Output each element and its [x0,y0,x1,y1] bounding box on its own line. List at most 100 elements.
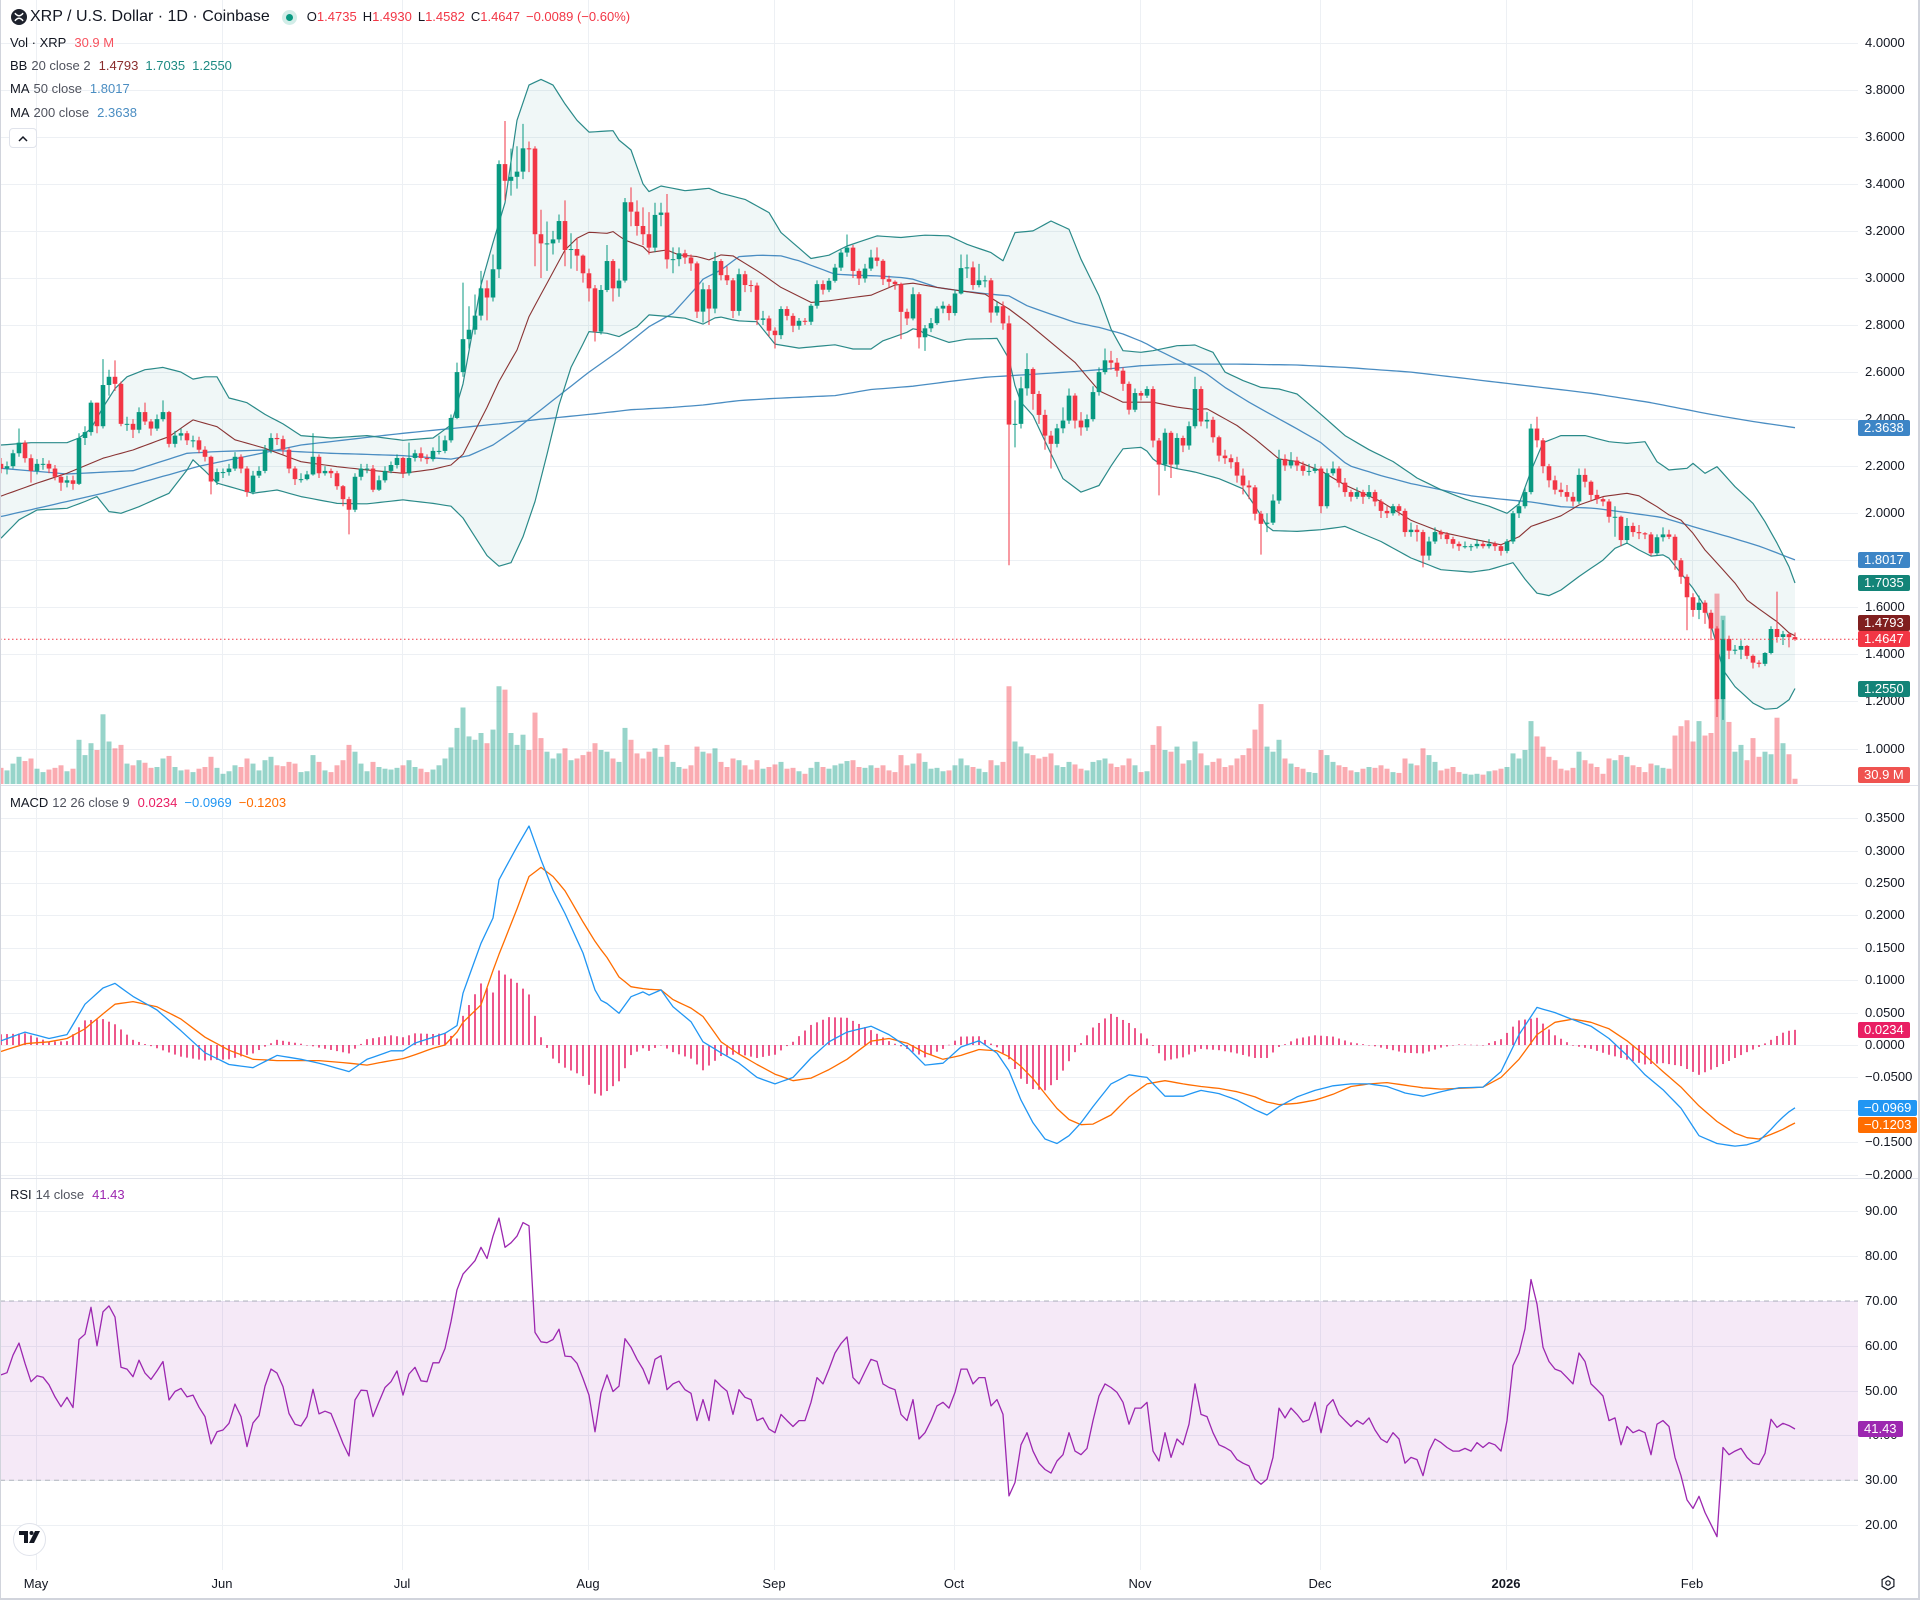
volume-bar [1642,772,1648,784]
ma50-legend-name: MA [10,81,30,96]
volume-bar [1306,772,1312,784]
chart-settings-button[interactable] [1879,1575,1897,1594]
candle [1168,430,1174,478]
candle [1654,534,1660,556]
candle [1360,489,1366,504]
volume-bar [1036,758,1042,784]
volume-bar [1546,756,1552,784]
macd-histogram-bar [1548,1029,1550,1046]
volume-bar [1684,720,1690,784]
volume-bar [460,707,466,784]
volume-bar [274,765,280,784]
legend-macd[interactable]: MACD 12 26 close 9 0.0234 −0.0969 −0.120… [10,793,286,813]
macd-histogram-bar [84,1020,86,1046]
candle [664,193,670,269]
volume-bar [688,765,694,784]
symbol-header[interactable]: XRP / U.S. Dollar · 1D · Coinbase O 1.473… [11,6,630,28]
candle [1252,485,1258,521]
candle [682,249,688,264]
volume-bar [154,767,160,784]
volume-bar [532,712,538,784]
volume-bar [1522,750,1528,784]
pane-divider[interactable] [0,1178,1920,1179]
volume-bar [1216,758,1222,784]
high-label: H [362,9,373,24]
legend-bollinger-bands[interactable]: BB 20 close 2 1.4793 1.7035 1.2550 [10,56,232,76]
volume-bar [568,760,574,784]
macd-histogram-bar [1458,1044,1460,1046]
volume-bar [4,770,10,784]
volume-bar [1378,765,1384,784]
price-pane[interactable] [0,0,1858,785]
volume-bar [790,767,796,784]
volume-bar [1288,763,1294,784]
macd-histogram-bar [24,1033,26,1046]
collapse-legend-button[interactable] [9,128,37,148]
candle [1102,348,1108,375]
candle [1426,536,1432,561]
candle [646,212,652,255]
legend-volume[interactable]: Vol · XRP 30.9 M [10,33,114,53]
macd-histogram-bar [1032,1045,1034,1090]
volume-bar [1174,746,1180,784]
macd-histogram-bar [90,1019,92,1046]
rsi-pane[interactable] [0,1178,1858,1570]
price-axis[interactable] [1856,0,1918,785]
legend-rsi[interactable]: RSI 14 close 41.43 [10,1185,125,1205]
volume-bar [952,765,958,784]
symbol-title[interactable]: XRP / U.S. Dollar · 1D · Coinbase [30,8,270,25]
candles [0,121,1798,720]
volume-bar [1246,748,1252,784]
candle [490,254,496,302]
pane-divider[interactable] [0,785,1920,786]
tradingview-logo-button[interactable] [13,1523,46,1556]
macd-histogram-bar [276,1039,278,1046]
candle [1564,485,1570,502]
candle [538,209,544,278]
macd-histogram-bar [1338,1038,1340,1046]
market-status-indicator[interactable] [281,9,297,25]
candle [928,317,934,333]
volume-bar [184,769,190,784]
price-axis-label: 3.4000 [1865,175,1905,191]
bollinger-band-fill [1,79,1795,710]
macd-pane[interactable] [0,785,1858,1178]
candle [190,435,196,448]
rsi-axis[interactable] [1856,1178,1918,1570]
volume-bar [934,767,940,784]
candle [16,428,22,457]
volume-bar [1168,751,1174,784]
candle [1120,367,1126,391]
candle [1648,532,1654,556]
volume-bar [304,771,310,784]
candle [736,268,742,316]
candle [1582,468,1588,488]
candle [1372,489,1378,507]
legend-ma200[interactable]: MA 200 close 2.3638 [10,103,137,123]
macd-histogram-bar [510,978,512,1046]
volume-bar [400,765,406,784]
candle [838,249,844,271]
volume-bar [1510,753,1516,784]
rsi-axis-label: 50.00 [1865,1382,1898,1398]
candle [1768,626,1774,655]
legend-ma50[interactable]: MA 50 close 1.8017 [10,79,130,99]
candle [40,457,46,470]
time-axis-label: Jun [211,1576,233,1591]
candle [1600,496,1606,507]
candle [1588,480,1594,502]
macd-histogram-bar [1566,1042,1568,1046]
volume-bar [1408,763,1414,784]
macd-histogram-bar [570,1045,572,1071]
ma50-line [0,254,1796,561]
candle [1276,449,1282,504]
macd-histogram-bar [1782,1032,1784,1046]
volume-bar [1600,773,1606,784]
candle [1486,539,1492,549]
candle [868,249,874,271]
candle [118,381,124,427]
macd-histogram-bar [1506,1032,1508,1046]
candle [1786,633,1792,648]
macd-histogram-bar [1332,1036,1334,1046]
macd-histogram-bar [162,1045,164,1051]
